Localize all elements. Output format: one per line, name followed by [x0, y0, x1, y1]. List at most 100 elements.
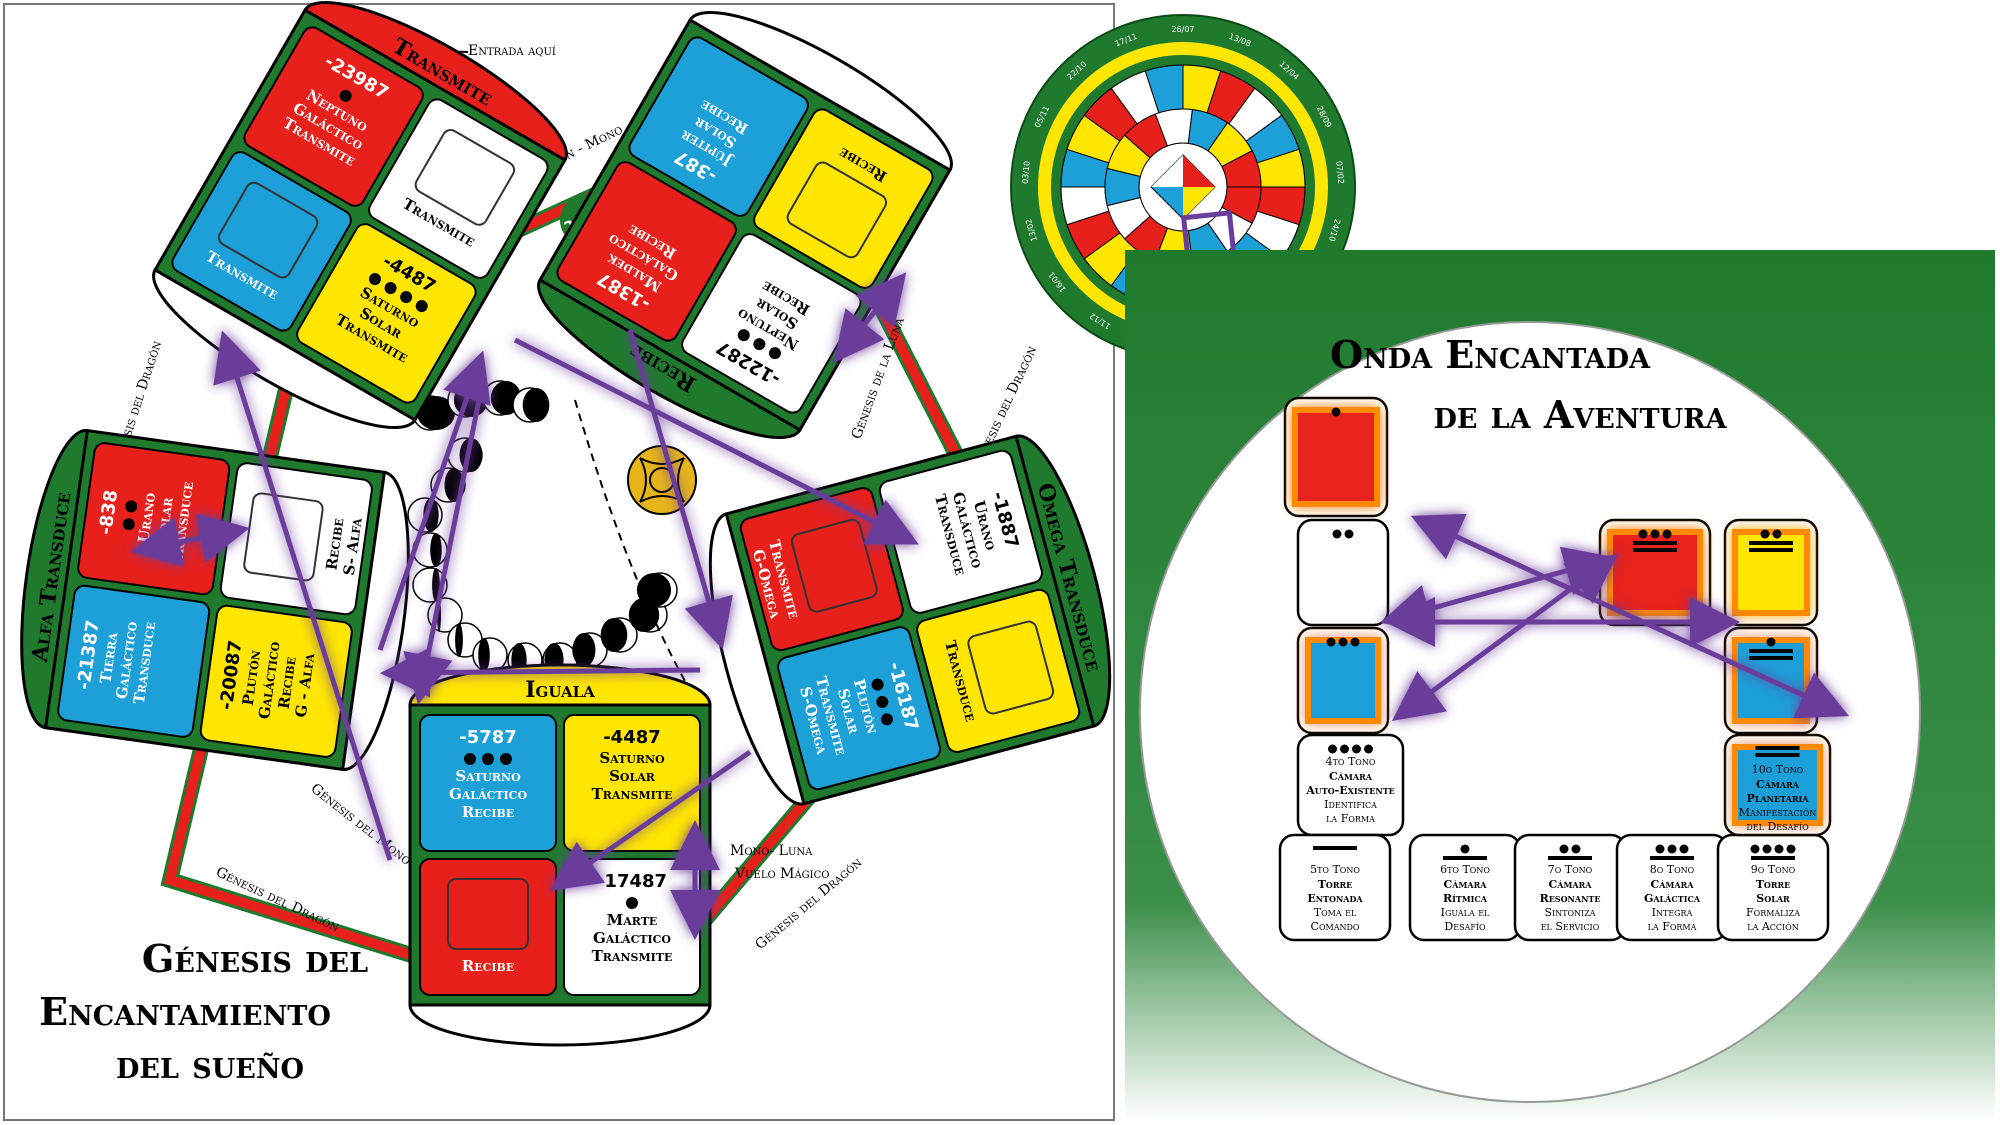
central-sun-glyph: [627, 445, 697, 515]
castle-alfa: Alfa Transduce-21387TierraGalácticoTrans…: [20, 428, 410, 772]
castles-group: Transmite -23987NeptunoGalácticoTransmite…: [20, 0, 1112, 1047]
edge-label-mono-luna: Mono- Luna: [730, 843, 813, 859]
flow-arrow-double: [130, 513, 250, 567]
tone-card: [1296, 518, 1390, 627]
right-title-line-2: de la Aventura: [1433, 392, 1727, 437]
tone-dot: [1331, 407, 1341, 417]
wave-arrows: [1380, 513, 1850, 721]
tone-line: del Desafío: [1746, 820, 1809, 833]
tone-dot: [1332, 529, 1342, 539]
tone-bar: [1633, 541, 1677, 545]
cell-number: -4487: [603, 727, 661, 748]
tone-dot: [1460, 844, 1470, 854]
tone-dot: [1638, 529, 1648, 539]
tone-dot: [1650, 529, 1660, 539]
tone-card: [1296, 626, 1390, 735]
tone-bar: [1749, 649, 1793, 653]
tone-line: Manifestación: [1739, 806, 1817, 819]
moon-phase-icon: [472, 637, 508, 673]
tone-dot: [1762, 844, 1772, 854]
tone-dot: [626, 897, 638, 909]
cell-label: Transmite: [592, 947, 673, 965]
tone-line: Comando: [1311, 920, 1360, 933]
tone-bar: [1749, 548, 1793, 552]
tone-line: Integra: [1652, 906, 1693, 919]
tone-name: 5to Tono: [1310, 863, 1360, 876]
tone-dot: [125, 500, 138, 513]
tone-name: 7o Tono: [1548, 863, 1593, 876]
tone-dot: [368, 273, 381, 286]
left-title-line-3: del sueño: [116, 1042, 304, 1087]
castle-cell: Transduce: [916, 588, 1081, 753]
tone-line: Solar: [1756, 892, 1790, 905]
tone-dot: [1655, 844, 1665, 854]
cell-label: Recibe: [462, 803, 514, 821]
tone-line: Desafío: [1444, 920, 1486, 933]
tone-name: 9o Tono: [1751, 863, 1796, 876]
flow-arrow: [403, 394, 483, 705]
tone-dot: [1344, 529, 1354, 539]
tone-line: Iguala el: [1441, 906, 1490, 919]
tone-name: 8o Tono: [1650, 863, 1695, 876]
tone-dot: [1679, 844, 1689, 854]
right-panel: Onda Encantada de la Aventura 4to Tono Cá…: [1125, 250, 1995, 1120]
tone-bar: [1633, 548, 1677, 552]
tone-dot: [415, 300, 428, 313]
flow-arrows: [130, 272, 919, 940]
tone-dot: [737, 329, 750, 342]
tone-dot: [753, 338, 766, 351]
tone-dot: [1338, 637, 1348, 647]
tone-bar: [1749, 541, 1793, 545]
tone-line: Auto-Existente: [1305, 784, 1395, 797]
tone-card: 4to Tono CámaraAuto-ExistenteIdentificala…: [1296, 733, 1405, 837]
seal-glyph-icon: [1292, 407, 1380, 507]
tone-dot: [1766, 637, 1776, 647]
tone-line: el Servicio: [1541, 920, 1600, 933]
tone-line: Rítmica: [1443, 892, 1488, 905]
tone-line: Cámara: [1329, 770, 1373, 783]
seal-glyph-icon: [414, 129, 516, 226]
tone-line: Resonante: [1540, 892, 1601, 905]
tone-dot: [500, 753, 512, 765]
tone-dot: [1328, 744, 1337, 754]
tone-bar: [1313, 846, 1357, 850]
tone-dot: [1760, 529, 1770, 539]
tone-dot: [1772, 529, 1782, 539]
cell-label: Galáctico: [449, 785, 527, 803]
tone-name: 10o Tono: [1752, 763, 1804, 776]
tone-line: Entonada: [1307, 892, 1363, 905]
cell-label: Solar: [609, 767, 656, 785]
tone-bar: [1443, 856, 1487, 860]
tone-card: 10o Tono CámaraPlanetariaManifestacióndel…: [1723, 733, 1832, 837]
moon-phase-icon: [572, 632, 608, 668]
seal-glyph-icon: [1732, 744, 1823, 826]
tone-dot: [876, 695, 889, 708]
castle-iguala: Iguala-5787SaturnoGalácticoRecibe-4487Sa…: [408, 663, 712, 1047]
flow-arrow: [549, 749, 752, 891]
seal-glyph-icon: [967, 620, 1055, 715]
flow-arrow-double: [833, 272, 907, 363]
tone-line: Cámara: [1444, 878, 1488, 891]
tone-name: 6to Tono: [1440, 863, 1490, 876]
tone-dot: [1352, 744, 1361, 754]
tone-line: Sintoniza: [1544, 906, 1595, 919]
dashed-center-line: [574, 399, 691, 691]
tone-dot: [871, 678, 884, 691]
castle-cell: Recibe: [753, 108, 934, 289]
tone-bar: [1548, 856, 1592, 860]
cell-label: Recibe: [462, 957, 514, 975]
tone-dot: [339, 89, 352, 102]
tone-line: Torre: [1756, 878, 1791, 891]
flow-arrow: [377, 350, 491, 651]
tone-bar: [1751, 856, 1795, 860]
